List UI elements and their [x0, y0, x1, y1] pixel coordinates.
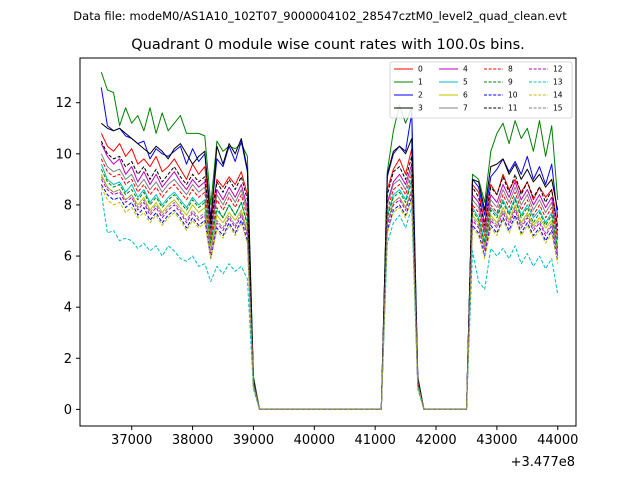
y-tick-label: 4	[64, 301, 72, 316]
legend-label-15: 15	[553, 104, 563, 113]
series-line-15	[100, 176, 559, 410]
legend-frame	[389, 61, 573, 119]
chart-title: Quadrant 0 module wise count rates with …	[131, 37, 525, 53]
series-line-14	[100, 186, 559, 410]
x-tick-label: 44000	[537, 433, 578, 448]
x-tick-label: 40000	[294, 433, 335, 448]
y-tick-label: 2	[64, 352, 72, 367]
x-tick-label: 38000	[172, 433, 213, 448]
plot-frame	[79, 57, 577, 427]
legend-label-9: 9	[508, 78, 513, 87]
x-tick-label: 39000	[233, 433, 274, 448]
legend-label-4: 4	[463, 65, 468, 74]
plot-background	[80, 58, 576, 426]
y-tick-label: 10	[55, 147, 72, 162]
y-tick-label: 8	[64, 198, 72, 213]
x-tick-label: 42000	[415, 433, 456, 448]
x-tick-label: 43000	[476, 433, 517, 448]
y-tick-label: 0	[64, 403, 72, 418]
legend-label-13: 13	[553, 78, 563, 87]
x-tick-label: 37000	[111, 433, 152, 448]
legend-label-5: 5	[463, 78, 468, 87]
series-layer	[100, 71, 559, 410]
legend-label-10: 10	[508, 91, 518, 100]
legend-label-14: 14	[553, 91, 563, 100]
x-offset-label: +3.477e8	[511, 455, 575, 470]
legend-label-6: 6	[463, 91, 468, 100]
legend-label-7: 7	[463, 104, 468, 113]
legend-label-8: 8	[508, 65, 513, 74]
legend-label-11: 11	[508, 104, 518, 113]
plot-area	[79, 57, 577, 427]
x-tick-label: 41000	[354, 433, 395, 448]
series-line-10	[100, 184, 559, 410]
legend-label-3: 3	[418, 104, 423, 113]
series-line-12	[100, 179, 559, 410]
y-tick-label: 6	[64, 250, 72, 265]
legend-label-1: 1	[418, 78, 423, 87]
legend-label-12: 12	[553, 65, 563, 74]
chart-suptitle: Data file: modeM0/AS1A10_102T07_90000041…	[73, 9, 567, 23]
y-axis: 0 2 4 6 8 10 12	[55, 96, 80, 418]
legend-label-2: 2	[418, 91, 423, 100]
series-line-9	[100, 168, 559, 410]
x-axis: 37000 38000 39000 40000 41000 42000 43000 44000	[111, 426, 578, 448]
legend-label-0: 0	[418, 65, 423, 74]
y-tick-label: 12	[55, 96, 72, 111]
